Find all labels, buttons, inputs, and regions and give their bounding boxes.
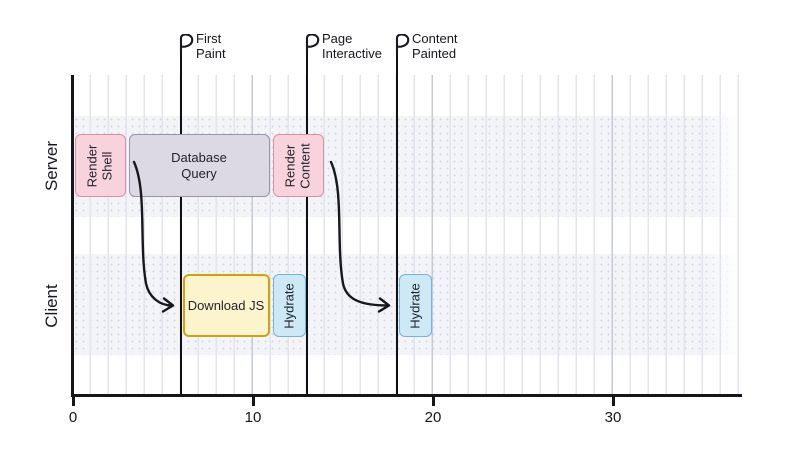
task-download-js: Download JS	[182, 274, 270, 337]
task-label: Download JS	[188, 298, 265, 313]
milestone-label-page-interactive: Page Interactive	[322, 31, 382, 61]
milestone-label-line: Paint	[196, 45, 226, 61]
x-tick-label-0: 0	[68, 409, 78, 426]
x-tick-20	[431, 395, 435, 406]
y-axis	[71, 75, 75, 397]
milestone-label-line: Interactive	[322, 45, 382, 61]
task-label-line: Hydrate	[281, 282, 297, 329]
flag-icon	[395, 33, 413, 61]
task-label: Render Content	[283, 134, 314, 197]
flag-icon	[179, 33, 197, 61]
task-label-line: Render	[282, 144, 298, 187]
x-tick-label-30: 30	[604, 409, 622, 426]
task-label-line: Content	[298, 142, 313, 189]
task-label: Database Query	[171, 150, 227, 181]
milestone-label-line: Content	[412, 31, 458, 46]
task-label-line: Database	[171, 150, 227, 166]
x-tick-30	[611, 395, 615, 406]
flag-icon	[305, 33, 323, 61]
grid-lines	[73, 75, 740, 395]
milestone-line-content-painted	[395, 40, 399, 395]
x-tick-label-20: 20	[424, 409, 442, 426]
milestone-label-line: Page	[322, 31, 353, 46]
milestone-label-line: First	[196, 31, 222, 46]
task-label: Render Shell	[85, 134, 116, 197]
milestone-label-line: Painted	[412, 45, 457, 61]
milestone-label-content-painted: Content Painted	[412, 31, 458, 61]
task-render-shell: Render Shell	[74, 134, 126, 197]
row-label-client: Client	[42, 283, 61, 328]
milestone-label-first-paint: First Paint	[196, 31, 226, 61]
task-label: Hydrate	[407, 274, 422, 337]
task-hydrate-1: Hydrate	[272, 274, 306, 337]
milestone-line-first-paint	[179, 40, 183, 395]
row-label-server: Server	[42, 140, 61, 191]
task-label-line: Hydrate	[407, 282, 423, 329]
milestone-line-page-interactive	[305, 40, 309, 395]
task-render-content: Render Content	[272, 134, 324, 197]
task-label-line: Query	[181, 165, 217, 181]
task-hydrate-2: Hydrate	[398, 274, 432, 337]
x-tick-label-10: 10	[244, 409, 262, 426]
task-label-line: Download JS	[187, 297, 265, 313]
x-tick-0	[71, 395, 75, 406]
task-label: Hydrate	[281, 274, 296, 337]
task-db-query: Database Query	[128, 134, 270, 197]
x-axis	[71, 394, 742, 398]
task-label-line: Render	[84, 144, 100, 187]
task-label-line: Shell	[100, 151, 115, 180]
x-tick-10	[251, 395, 255, 406]
